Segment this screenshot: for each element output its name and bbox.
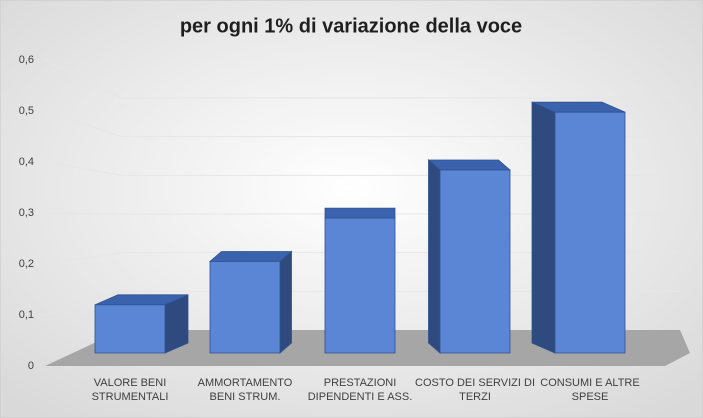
bar <box>427 159 512 354</box>
x-tick-label: VALORE BENI STRUMENTALI <box>91 377 169 403</box>
y-tick-label: 0,1 <box>19 309 34 321</box>
bar-side <box>428 159 441 354</box>
bar-front <box>324 217 396 354</box>
x-tick-label: COSTO DEI SERVIZI DI TERZI <box>415 377 536 403</box>
y-tick-label: 0 <box>28 360 34 372</box>
bar <box>208 250 293 354</box>
bar-front <box>554 111 626 354</box>
bar-top <box>427 159 512 171</box>
grid-line <box>44 59 680 99</box>
y-tick-label: 0,2 <box>19 258 34 270</box>
chart-title: per ogni 1% di variazione della voce <box>180 15 522 37</box>
bar-side <box>531 101 556 354</box>
y-tick-label: 0,4 <box>19 156 34 168</box>
bar-front <box>94 304 166 354</box>
x-tick-label: AMMORTAMENTO BENI STRUM. <box>197 377 293 403</box>
bar-side <box>279 250 292 354</box>
bar-top <box>208 251 293 262</box>
bar-front <box>209 261 281 354</box>
bar-front <box>439 169 511 354</box>
y-tick-label: 0,5 <box>19 105 34 117</box>
bar <box>324 207 396 354</box>
y-tick-label: 0,3 <box>19 207 34 219</box>
grid-line <box>44 110 680 138</box>
bar <box>531 101 626 354</box>
x-tick-label: PRESTAZIONI DIPENDENTI E ASS. <box>307 377 413 403</box>
x-tick-label: CONSUMI E ALTRE SPESE <box>540 377 640 403</box>
bar-top <box>324 207 396 219</box>
bar <box>94 294 189 354</box>
y-tick-label: 0,6 <box>19 54 34 66</box>
